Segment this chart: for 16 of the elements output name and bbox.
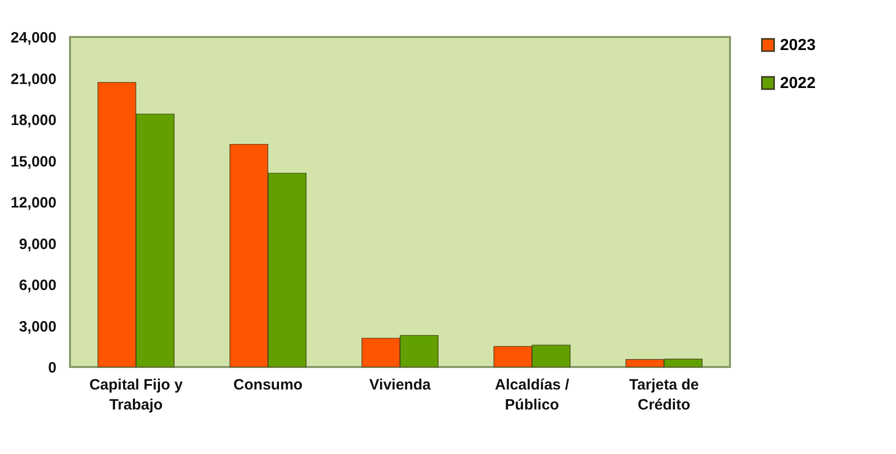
y-tick-label: 0 [48, 360, 56, 376]
x-tick-label: Vivienda [369, 376, 432, 394]
x-tick-label: Alcaldías / Público [494, 376, 570, 414]
y-tick-label: 18,000 [10, 112, 56, 129]
legend-label: 2023 [780, 37, 816, 54]
x-tick-label: Tarjeta de Crédito [629, 376, 699, 414]
y-tick-label: 21,000 [10, 70, 56, 88]
y-tick-label: 24,000 [10, 30, 56, 46]
y-tick-label: 9,000 [18, 236, 56, 253]
y-tick-label: 12,000 [10, 194, 56, 212]
y-tick-label: 15,000 [10, 153, 56, 170]
y-tick-label: 3,000 [18, 318, 56, 336]
y-tick-label: 6,000 [18, 277, 56, 294]
x-tick-label: Consumo [233, 376, 303, 394]
legend-label: 2022 [780, 75, 816, 92]
x-tick-label: Capital Fijo y Trabajo [89, 376, 184, 414]
